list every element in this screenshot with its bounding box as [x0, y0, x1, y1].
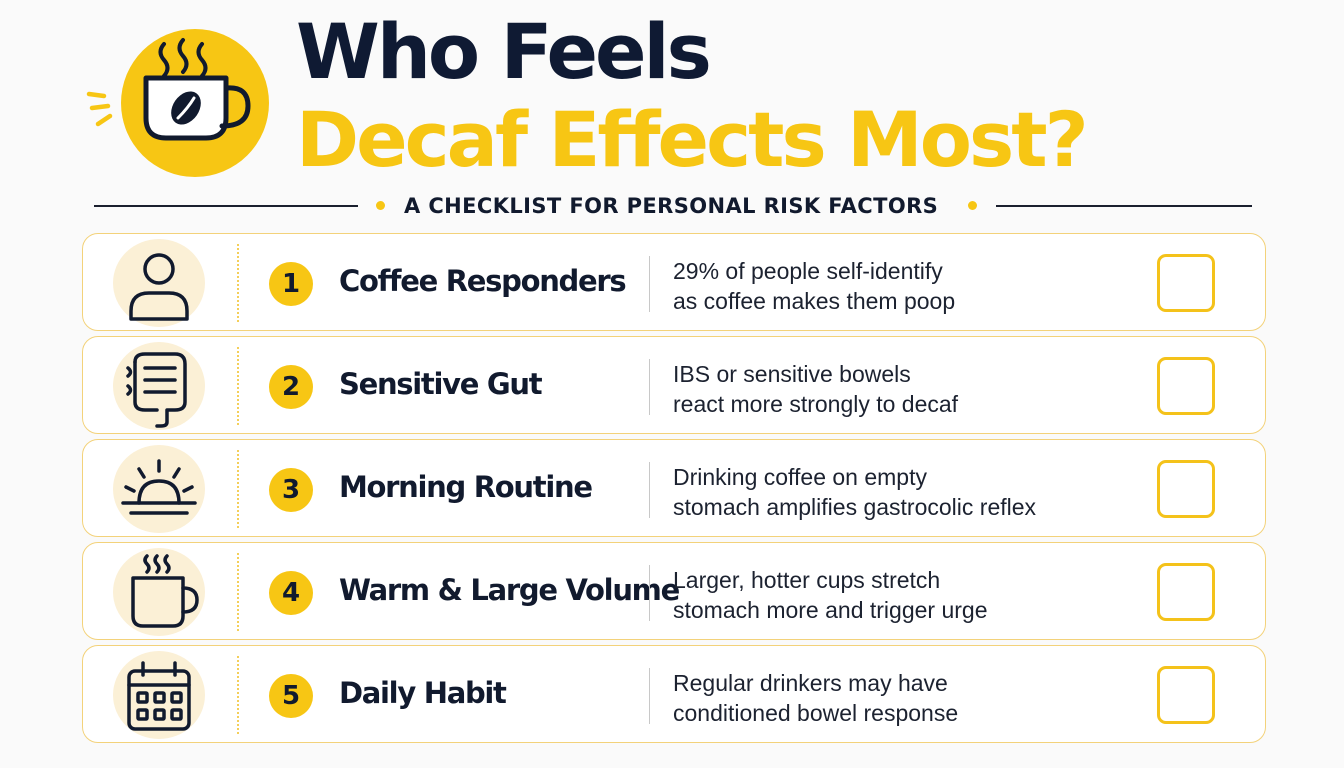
description-line-1: Regular drinkers may have [673, 670, 948, 696]
divider-bar [649, 668, 650, 724]
checklist-row: 5 Daily Habit Regular drinkers may have … [82, 645, 1266, 743]
dotted-divider [237, 244, 239, 322]
row-title: Warm & Large Volume [339, 573, 680, 607]
description-line-2: stomach more and trigger urge [673, 597, 988, 623]
coffee-cup-icon [131, 554, 199, 628]
person-icon [129, 253, 189, 321]
dotted-divider [237, 553, 239, 631]
row-title: Coffee Responders [339, 264, 627, 298]
number-badge: 5 [269, 674, 313, 718]
checkbox[interactable] [1157, 563, 1215, 621]
dotted-divider [237, 347, 239, 425]
coffee-logo-icon [84, 28, 274, 178]
row-description: Drinking coffee on empty stomach amplifi… [673, 462, 1093, 522]
calendar-icon [127, 661, 191, 731]
row-description: Larger, hotter cups stretch stomach more… [673, 565, 1093, 625]
divider-line-left [94, 205, 358, 207]
divider-bar [649, 462, 650, 518]
title-line-2: Decaf Effects Most? [296, 95, 1089, 184]
checkbox[interactable] [1157, 666, 1215, 724]
row-description: Regular drinkers may have conditioned bo… [673, 668, 1093, 728]
description-line-1: 29% of people self-identify [673, 258, 943, 284]
divider-bar [649, 565, 650, 621]
dotted-divider [237, 450, 239, 528]
title-line-1: Who Feels [296, 7, 712, 96]
icon-circle [113, 445, 205, 533]
row-title: Sensitive Gut [339, 367, 543, 401]
checklist-row: 3 Morning Routine Drinking coffee on emp… [82, 439, 1266, 537]
number-badge: 2 [269, 365, 313, 409]
description-line-2: react more strongly to decaf [673, 391, 959, 417]
divider-line-right [996, 205, 1252, 207]
divider-bar [649, 359, 650, 415]
intestine-icon [126, 352, 187, 428]
sunrise-icon [121, 459, 197, 515]
subtitle-row: A CHECKLIST FOR PERSONAL RISK FACTORS [94, 192, 1252, 220]
header: Who Feels Decaf Effects Most? A CHECKLIS… [0, 0, 1344, 230]
checkbox[interactable] [1157, 460, 1215, 518]
number-badge: 3 [269, 468, 313, 512]
checkbox[interactable] [1157, 254, 1215, 312]
icon-circle [113, 548, 205, 636]
description-line-1: Larger, hotter cups stretch [673, 567, 941, 593]
icon-circle [113, 239, 205, 327]
checklist-row: 2 Sensitive Gut IBS or sensitive bowels … [82, 336, 1266, 434]
description-line-2: stomach amplifies gastrocolic reflex [673, 494, 1037, 520]
checklist-row: 1 Coffee Responders 29% of people self-i… [82, 233, 1266, 331]
row-title: Daily Habit [339, 676, 507, 710]
subtitle: A CHECKLIST FOR PERSONAL RISK FACTORS [404, 194, 939, 218]
description-line-1: Drinking coffee on empty [673, 464, 927, 490]
description-line-2: conditioned bowel response [673, 700, 959, 726]
description-line-2: as coffee makes them poop [673, 288, 956, 314]
row-description: 29% of people self-identify as coffee ma… [673, 256, 1093, 316]
row-description: IBS or sensitive bowels react more stron… [673, 359, 1093, 419]
number-badge: 1 [269, 262, 313, 306]
divider-bar [649, 256, 650, 312]
checklist: 1 Coffee Responders 29% of people self-i… [82, 233, 1266, 748]
bullet-dot-left [376, 201, 385, 210]
checkbox[interactable] [1157, 357, 1215, 415]
bullet-dot-right [968, 201, 977, 210]
dotted-divider [237, 656, 239, 734]
icon-circle [113, 342, 205, 430]
description-line-1: IBS or sensitive bowels [673, 361, 911, 387]
icon-circle [113, 651, 205, 739]
checklist-row: 4 Warm & Large Volume Larger, hotter cup… [82, 542, 1266, 640]
number-badge: 4 [269, 571, 313, 615]
row-title: Morning Routine [339, 470, 593, 504]
